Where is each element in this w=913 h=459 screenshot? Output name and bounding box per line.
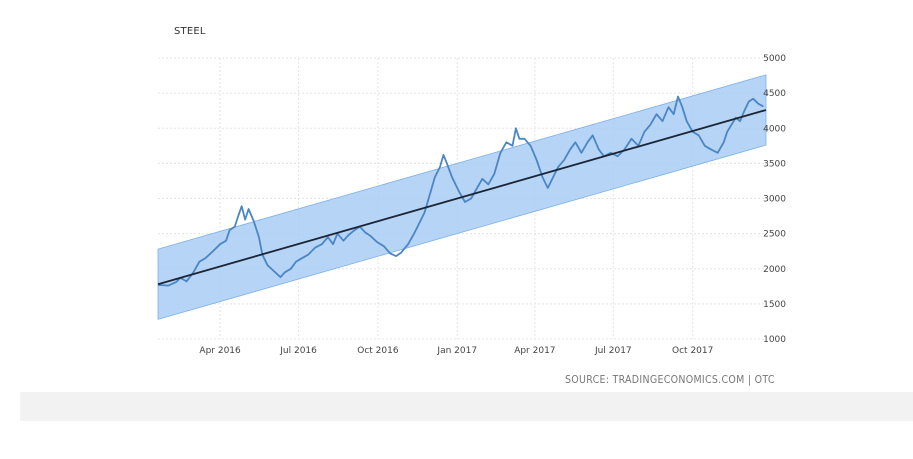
x-tick-label: Jul 2016 xyxy=(279,346,317,356)
axes: 1000 1500 2000 2500 3000 3500 4000 4500 5000 Apr … xyxy=(199,54,786,356)
y-tick-label: 5000 xyxy=(763,54,786,64)
y-tick-label: 4000 xyxy=(763,124,786,134)
chart-title: STEEL xyxy=(174,26,206,37)
trend-layer xyxy=(157,109,767,286)
x-tick-label: Jan 2017 xyxy=(436,346,477,356)
y-tick-label: 3500 xyxy=(763,159,786,169)
trend-line xyxy=(157,109,767,286)
x-tick-label: Apr 2017 xyxy=(514,346,555,356)
y-tick-label: 1500 xyxy=(763,300,786,310)
x-tick-label: Oct 2017 xyxy=(672,346,713,356)
y-tick-label: 3000 xyxy=(763,195,786,205)
x-tick-label: Jul 2017 xyxy=(594,346,632,356)
y-tick-label: 1000 xyxy=(763,335,786,345)
x-tick-label: Oct 2016 xyxy=(357,346,399,356)
y-tick-label: 4500 xyxy=(763,89,786,99)
y-tick-label: 2000 xyxy=(763,265,786,275)
y-tick-label: 2500 xyxy=(763,230,786,240)
x-tick-label: Apr 2016 xyxy=(199,346,241,356)
source-note: SOURCE: TRADINGECONOMICS.COM | OTC xyxy=(565,374,775,386)
footer-bar xyxy=(20,392,913,421)
